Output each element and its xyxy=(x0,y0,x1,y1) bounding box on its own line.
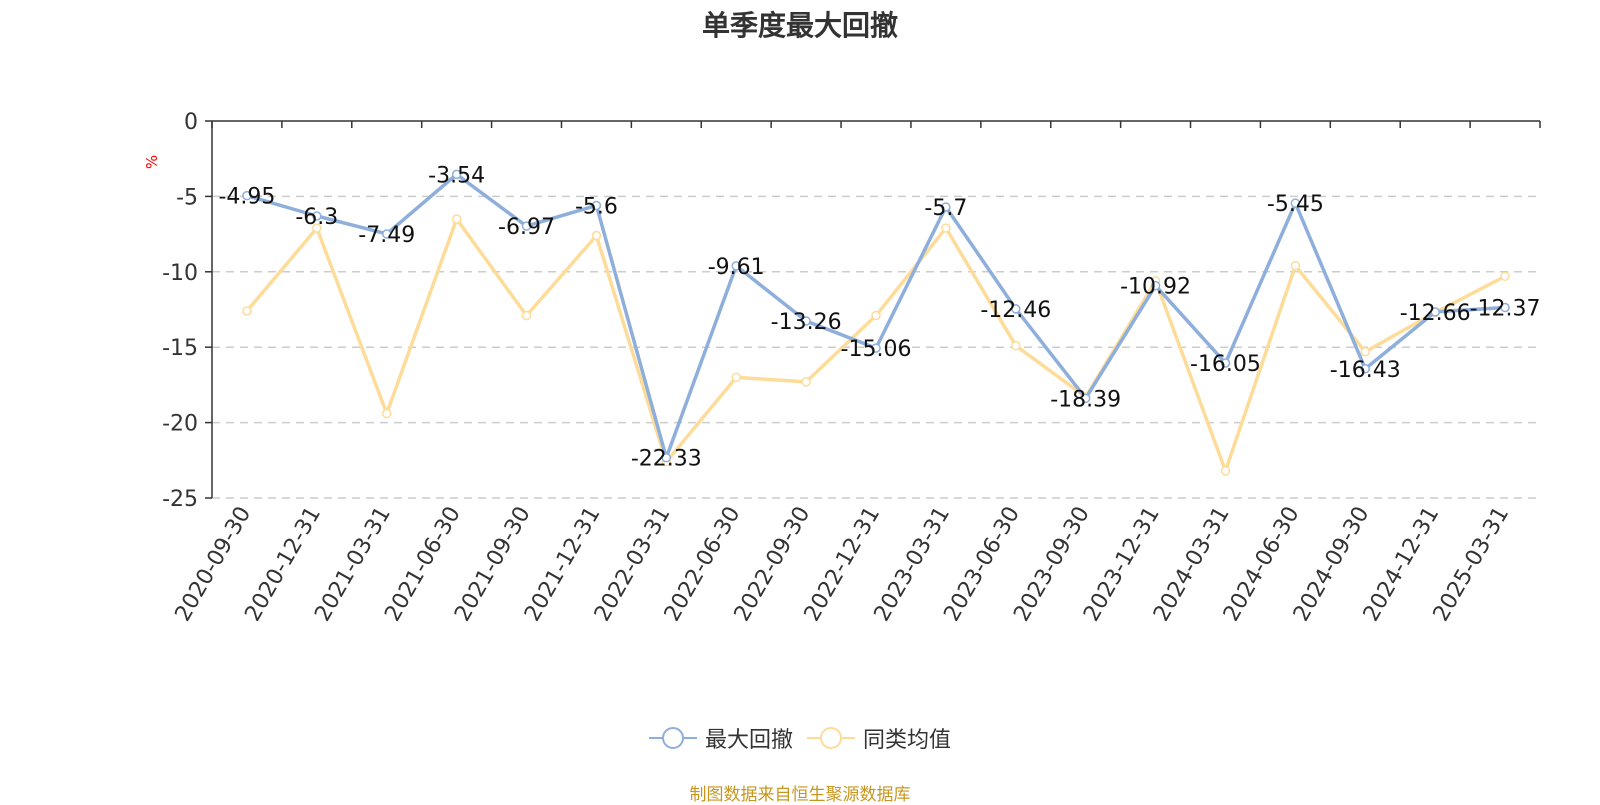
data-point xyxy=(591,230,602,241)
data-point xyxy=(941,202,951,212)
y-tick-label: -20 xyxy=(162,412,198,437)
data-point xyxy=(312,211,322,221)
y-tick-label: 0 xyxy=(184,110,198,135)
data-label: -16.05 xyxy=(1190,352,1261,377)
data-point xyxy=(1500,271,1510,282)
y-tick-label: -5 xyxy=(176,185,198,210)
legend-line-circle-icon xyxy=(648,727,697,749)
data-point xyxy=(1360,364,1371,374)
data-label: -10.92 xyxy=(1120,275,1191,300)
data-point xyxy=(451,214,462,224)
data-point xyxy=(1011,304,1021,314)
data-point xyxy=(1220,466,1231,476)
data-label: -16.43 xyxy=(1330,358,1401,383)
legend-label: 最大回撤 xyxy=(704,728,793,753)
legend-item-max-drawdown[interactable]: 最大回撤 xyxy=(648,722,793,754)
data-point xyxy=(731,372,741,383)
data-point xyxy=(242,190,252,201)
data-point xyxy=(312,223,322,233)
data-point xyxy=(1290,261,1301,271)
x-tick-label: 2025-03-31 xyxy=(1429,503,1515,626)
data-point xyxy=(521,221,532,231)
data-point xyxy=(871,343,881,353)
data-point xyxy=(801,377,811,387)
data-point xyxy=(242,306,252,316)
data-point xyxy=(1290,198,1301,208)
data-label: -9.61 xyxy=(708,255,765,280)
legend-item-peer-average[interactable]: 同类均值 xyxy=(807,722,951,754)
data-point xyxy=(871,310,881,321)
data-point xyxy=(381,408,392,419)
data-label: -12.66 xyxy=(1400,301,1471,326)
data-point xyxy=(1360,346,1371,357)
data-label: -18.39 xyxy=(1050,387,1121,412)
data-point xyxy=(451,169,462,180)
data-point xyxy=(1500,302,1510,313)
data-point xyxy=(731,261,741,271)
data-label: -6.97 xyxy=(498,215,555,240)
series-lines xyxy=(242,169,1510,476)
data-label: -5.6 xyxy=(575,194,618,219)
data-label: -12.37 xyxy=(1470,297,1541,322)
data-point xyxy=(661,452,672,463)
legend-line-circle-icon xyxy=(807,727,855,749)
data-label: -22.33 xyxy=(631,447,702,472)
data-label: -6.3 xyxy=(295,205,338,230)
y-tick-label: -15 xyxy=(162,336,198,361)
data-point xyxy=(521,310,532,321)
data-label: -3.54 xyxy=(428,163,485,188)
y-tick-label: -10 xyxy=(162,261,198,286)
data-point xyxy=(1080,393,1091,404)
data-labels: -4.95 -6.3 -7.49 -3.54 -6.97 -5.6 -22.33 -9.61 -… xyxy=(218,163,1540,471)
data-label: -5.7 xyxy=(924,196,967,221)
y-axis-label: % xyxy=(143,155,161,169)
data-label: -5.45 xyxy=(1267,192,1324,217)
source-note: 制图数据来自恒生聚源数据库 xyxy=(689,785,911,805)
data-point xyxy=(941,223,951,233)
data-label: -15.06 xyxy=(841,337,912,362)
chart-title: 单季度最大回撤 xyxy=(701,9,898,42)
data-point xyxy=(1011,340,1021,351)
data-label: -7.49 xyxy=(358,223,415,248)
data-point xyxy=(591,200,602,211)
legend-label: 同类均值 xyxy=(863,728,952,753)
y-tick-label: -25 xyxy=(162,487,198,512)
data-label: -13.26 xyxy=(771,310,842,335)
data-point xyxy=(1150,280,1161,291)
data-point xyxy=(801,316,811,326)
data-point xyxy=(381,229,392,239)
data-label: -12.46 xyxy=(980,298,1051,323)
data-point xyxy=(1430,307,1440,317)
data-point xyxy=(1220,358,1231,368)
data-label: -4.95 xyxy=(218,185,275,210)
legend: 最大回撤 同类均值 xyxy=(0,722,1600,754)
